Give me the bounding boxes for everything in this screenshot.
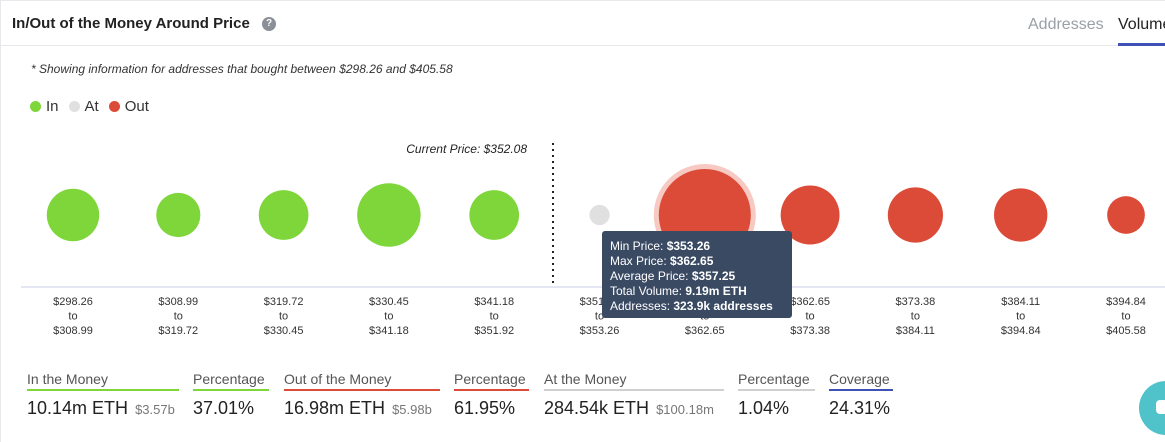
range-note: * Showing information for addresses that… <box>31 62 453 76</box>
x-tick-to: to <box>68 311 77 323</box>
bubble-at[interactable] <box>589 204 610 226</box>
x-tick-to-price: $362.65 <box>685 325 725 337</box>
bubble-out[interactable] <box>887 187 944 243</box>
x-tick-to-price: $319.72 <box>158 325 198 337</box>
x-tick-to: to <box>1016 311 1025 323</box>
x-tick-to: to <box>911 311 920 323</box>
x-tick-to-price: $373.38 <box>790 325 830 337</box>
x-tick-from: $373.38 <box>896 296 936 308</box>
stat-in-percentage-value: 37.01% <box>193 398 255 418</box>
stat-out-pct-bar <box>454 389 529 391</box>
stat-at-bar <box>544 389 724 391</box>
bubble-out[interactable] <box>1107 196 1145 234</box>
stat-out-percentage: Percentage 61.95% <box>454 371 529 419</box>
legend-in-label: In <box>46 98 59 115</box>
stat-out-of-the-money-label: Out of the Money <box>284 371 392 387</box>
x-tick-from: $341.18 <box>474 296 514 308</box>
x-tick-to-price: $330.45 <box>264 325 304 337</box>
x-tick-to-price: $351.92 <box>474 325 514 337</box>
bubble-in[interactable] <box>469 190 520 240</box>
x-tick-to-price: $384.11 <box>896 325 935 337</box>
current-price-label: Current Price: $352.08 <box>406 142 527 156</box>
stat-out-percentage-value: 61.95% <box>454 398 516 418</box>
tab-volume[interactable]: Volume <box>1118 16 1165 33</box>
stat-coverage: Coverage 24.31% <box>829 371 893 419</box>
stat-coverage-value: 24.31% <box>829 398 891 418</box>
stat-in-the-money-label: In the Money <box>27 371 108 387</box>
bubble-out[interactable] <box>994 188 1048 242</box>
stat-in-the-money-value: 10.14m ETH $3.57b <box>27 398 175 418</box>
x-tick-to: to <box>595 311 604 323</box>
card-header: In/Out of the Money Around Price ? Addre… <box>1 1 1165 46</box>
x-tick-to-price: $405.58 <box>1106 325 1146 337</box>
bubble-in[interactable] <box>258 190 309 240</box>
card-title: In/Out of the Money Around Price <box>12 15 250 32</box>
legend-out-label: Out <box>124 98 149 115</box>
legend-in-dot <box>30 101 41 112</box>
tab-addresses[interactable]: Addresses <box>1028 16 1104 33</box>
stat-at-percentage-value: 1.04% <box>738 398 790 418</box>
stat-out-bar <box>284 389 440 391</box>
stat-out-percentage-label: Percentage <box>454 371 526 387</box>
legend: In At Out <box>30 98 159 115</box>
x-tick-to: to <box>806 311 815 323</box>
legend-item-at[interactable]: At <box>68 98 99 115</box>
bubble-in[interactable] <box>156 192 201 238</box>
tooltip-total-volume: Total Volume: 9.19m ETH <box>610 284 747 298</box>
stat-coverage-bar <box>829 389 893 391</box>
stat-at-the-money-label: At the Money <box>544 371 627 387</box>
legend-item-out[interactable]: Out <box>108 98 149 115</box>
bubble-in[interactable] <box>357 183 421 247</box>
x-tick-to: to <box>174 311 183 323</box>
summary-stats: In the Money 10.14m ETH $3.57b Percentag… <box>1 371 1165 431</box>
stat-at-pct-bar <box>738 389 815 391</box>
legend-at-label: At <box>84 98 99 115</box>
tooltip-min-price: Min Price: $353.26 <box>610 239 711 253</box>
stat-at-percentage: Percentage 1.04% <box>738 371 815 419</box>
x-tick-from: $308.99 <box>158 296 198 308</box>
tooltip-max-price: Max Price: $362.65 <box>610 254 714 268</box>
x-tick-from: $362.65 <box>790 296 830 308</box>
bubble-chart: Current Price: $352.08 $298.26 to $308.99 $… <box>21 142 1165 337</box>
x-tick-to-price: $341.18 <box>369 325 409 337</box>
stat-out-of-the-money-value: 16.98m ETH $5.98b <box>284 398 432 418</box>
x-tick-to-price: $353.26 <box>580 325 620 337</box>
legend-out-dot <box>108 101 120 112</box>
legend-at-dot <box>68 101 80 112</box>
legend-item-in[interactable]: In <box>30 98 59 115</box>
stat-in-bar <box>27 389 179 391</box>
x-tick-to: to <box>279 311 288 323</box>
stat-at-the-money: At the Money 284.54k ETH $100.18m <box>544 371 724 419</box>
x-tick-to: to <box>1121 311 1130 323</box>
stat-in-percentage: Percentage 37.01% <box>193 371 269 419</box>
stat-in-pct-bar <box>193 389 269 391</box>
x-tick-from: $330.45 <box>369 296 409 308</box>
tooltip-addresses: Addresses: 323.9k addresses <box>610 299 773 313</box>
tooltip-average-price: Average Price: $357.25 <box>610 269 736 283</box>
x-tick-to: to <box>490 311 499 323</box>
stat-at-percentage-label: Percentage <box>738 371 810 387</box>
stat-out-of-the-money: Out of the Money 16.98m ETH $5.98b <box>284 371 440 419</box>
active-tab-indicator <box>1118 43 1165 46</box>
stat-at-the-money-value: 284.54k ETH $100.18m <box>544 398 714 418</box>
x-tick-from: $384.11 <box>1001 296 1040 308</box>
stat-coverage-label: Coverage <box>829 371 890 387</box>
stat-in-percentage-label: Percentage <box>193 371 265 387</box>
bubble-out[interactable] <box>780 185 840 245</box>
x-tick-from: $394.84 <box>1106 296 1146 308</box>
help-icon[interactable]: ? <box>262 17 276 31</box>
bubble-tooltip: Min Price: $353.26 Max Price: $362.65 Av… <box>602 231 792 318</box>
x-tick-to: to <box>384 311 393 323</box>
x-tick-to-price: $308.99 <box>53 325 93 337</box>
bubble-in[interactable] <box>46 188 100 242</box>
x-tick-from: $319.72 <box>264 296 304 308</box>
x-tick-from: $298.26 <box>53 296 93 308</box>
stat-in-the-money: In the Money 10.14m ETH $3.57b <box>27 371 179 419</box>
x-tick-to-price: $394.84 <box>1001 325 1041 337</box>
